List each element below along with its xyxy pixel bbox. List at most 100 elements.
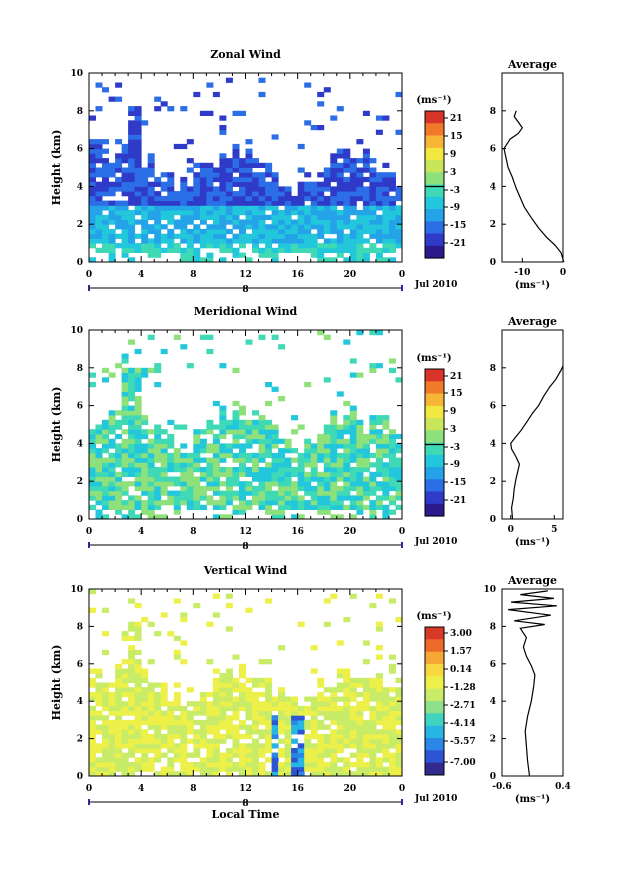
heatmap-cell [356,228,364,235]
heatmap-cell [225,724,233,730]
heatmap-cell [121,743,129,749]
heatmap-cell [395,91,403,98]
heatmap-cell [356,682,364,688]
heatmap-cell [186,715,194,721]
heatmap-cell [323,495,331,501]
heatmap-cell [206,348,214,355]
heatmap-cell [89,158,96,164]
heatmap-cell [121,682,129,688]
heatmap-cell [375,748,383,754]
heatmap-cell [278,457,286,463]
heatmap-cell [382,424,390,430]
heatmap-cell [141,733,149,740]
heatmap-cell [310,247,318,253]
heatmap-cell [193,257,201,263]
heatmap-cell [245,500,253,506]
heatmap-cell [336,233,344,239]
heatmap-cell [382,738,390,744]
heatmap-cell [115,677,123,683]
heatmap-cell [310,715,318,721]
heatmap-cell [108,771,116,777]
heatmap-cell [160,457,168,463]
heatmap-cell [239,485,246,492]
heatmap-cell [362,752,370,758]
heatmap-cell [206,228,214,235]
heatmap-cell [95,228,103,235]
heatmap-cell [108,691,116,698]
heatmap-cell [356,729,364,735]
heatmap-cell [134,438,142,444]
heatmap-cell [317,748,325,754]
heatmap-cell [252,476,259,482]
heatmap-cell [180,210,188,216]
heatmap-cell [330,710,338,716]
heatmap-cell [375,186,383,192]
heatmap-cell [304,210,312,216]
heatmap-cell [128,621,136,627]
heatmap-cell [343,481,351,487]
heatmap-cell [212,224,220,230]
date-label: Jul 2010 [414,794,457,804]
colorbar-swatch [425,688,444,702]
heatmap-cell [245,457,253,463]
heatmap-cell [369,233,377,239]
heatmap-cell [297,710,305,716]
heatmap-cell [199,710,207,716]
heatmap-cell [128,110,136,116]
heatmap-cell [167,195,175,202]
heatmap-cell [128,659,136,665]
heatmap-cell [180,457,188,463]
heatmap-cell [147,448,155,454]
heatmap-cell [258,205,266,211]
heatmap-cell [232,457,240,463]
heatmap-cell [278,500,286,506]
heatmap-cell [225,673,233,679]
heatmap-cell [336,181,344,187]
heatmap-cell [141,766,149,772]
heatmap-cell [95,457,103,463]
heatmap-cell [278,452,286,459]
heatmap-cell [219,228,227,235]
heatmap-cell [173,757,181,763]
heatmap-cell [330,433,338,440]
heatmap-cell [115,224,123,230]
heatmap-cell [147,621,155,627]
heatmap-cell [199,485,207,492]
heatmap-cell [330,495,338,501]
heatmap-cell [297,186,305,192]
heatmap-cell [115,691,123,698]
heatmap-cell [134,424,142,430]
heatmap-cell [193,210,201,216]
heatmap-cell [271,181,279,187]
heatmap-cell [349,495,357,501]
y-tick-label: 6 [77,660,83,670]
heatmap-cell [375,481,383,487]
heatmap-cell [154,429,162,435]
heatmap-cell [160,210,168,216]
heatmap-cell [147,691,155,698]
heatmap-cell [304,243,312,249]
heatmap-cell [193,481,201,487]
heatmap-cell [284,500,292,506]
heatmap-cell [369,705,377,712]
heatmap-cell [199,457,207,463]
heatmap-cell [239,705,246,712]
heatmap-cell [284,710,292,716]
heatmap-cell [382,729,390,735]
heatmap-cell [180,143,188,150]
heatmap-cell [265,382,273,388]
heatmap-cell [102,429,109,435]
heatmap-cell [271,752,279,758]
heatmap-cell [141,467,149,473]
heatmap-cell [102,729,109,735]
heatmap-cell [102,631,109,637]
heatmap-cell [128,153,136,159]
heatmap-cell [278,243,286,249]
heatmap-cell [330,766,338,772]
heatmap-cell [219,757,227,763]
date-marker: 8 [242,542,248,552]
heatmap-cell [317,448,325,454]
heatmap-cell [95,509,103,515]
heatmap-cell [245,233,253,239]
heatmap-cell [219,214,227,220]
